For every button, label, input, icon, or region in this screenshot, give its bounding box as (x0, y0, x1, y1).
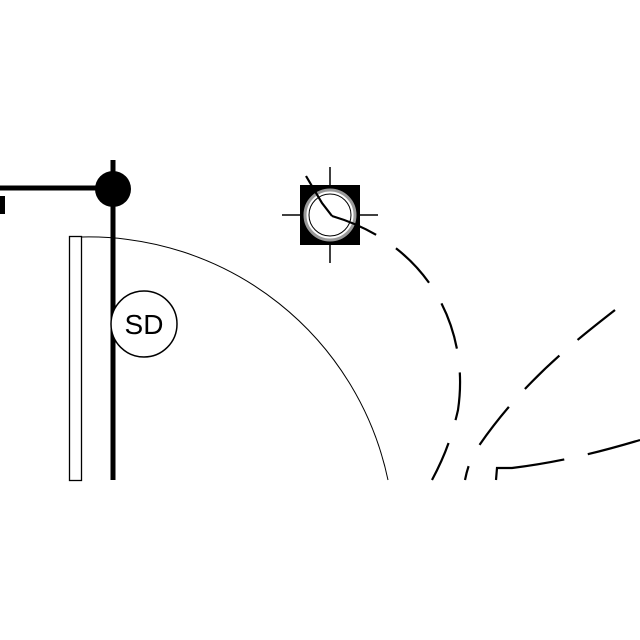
wiring-curve-secondary (463, 309, 616, 481)
switch-leg-wiring (305, 175, 640, 481)
door-leaf-panel (68, 235, 83, 482)
wiring-tail-lead (305, 175, 333, 217)
wall-junction-node (95, 171, 131, 207)
smoke-detector-ring (110, 290, 178, 358)
wall-end-tick (0, 196, 5, 214)
wiring-curve-lower (494, 438, 640, 481)
wall-lines (0, 160, 116, 480)
door-swing-arc (81, 236, 389, 481)
smoke-detector: SD (110, 290, 178, 358)
wiring-curve-main (331, 214, 462, 481)
smoke-detector-label: SD (125, 309, 164, 340)
